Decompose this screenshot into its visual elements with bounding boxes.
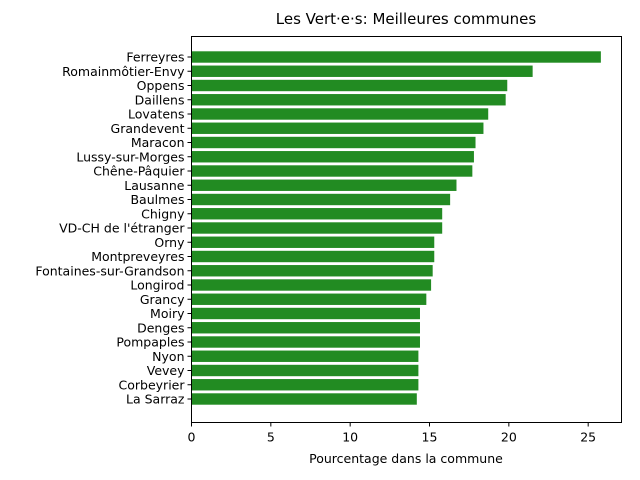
- bar: [191, 336, 420, 348]
- bar: [191, 322, 420, 334]
- bar: [191, 122, 484, 134]
- y-tick-label: Longirod: [130, 278, 184, 293]
- y-tick-label: Chêne-Pâquier: [93, 164, 185, 179]
- bar: [191, 108, 489, 120]
- x-axis-label: Pourcentage dans la commune: [309, 451, 503, 466]
- y-tick-label: Daillens: [135, 92, 185, 107]
- y-tick-label: Denges: [137, 320, 184, 335]
- y-tick-label: Romainmôtier-Envy: [62, 64, 185, 79]
- bar: [191, 222, 443, 234]
- bars-group: [191, 51, 601, 405]
- bar: [191, 236, 435, 248]
- y-tick-label: Pompaples: [116, 335, 184, 350]
- bar: [191, 393, 417, 405]
- bar: [191, 250, 435, 263]
- x-tick-label: 0: [188, 430, 196, 445]
- bar: [191, 279, 432, 291]
- bar: [191, 307, 420, 320]
- y-tick-label: Montpreveyres: [91, 249, 184, 264]
- bar: [191, 293, 427, 305]
- y-tick-label: Chigny: [141, 206, 185, 221]
- bar: [191, 179, 457, 191]
- bar: [191, 151, 474, 163]
- y-tick-label: Moiry: [150, 306, 185, 321]
- y-axis-ticks: FerreyresRomainmôtier-EnvyOppensDaillens…: [35, 50, 192, 407]
- bar: [191, 94, 506, 106]
- x-tick-label: 25: [580, 430, 596, 445]
- y-tick-label: Oppens: [137, 78, 185, 93]
- y-tick-label: Nyon: [152, 349, 184, 364]
- x-tick-label: 20: [501, 430, 517, 445]
- y-tick-label: Baulmes: [130, 192, 184, 207]
- bar: [191, 193, 451, 206]
- y-tick-label: Ferreyres: [126, 50, 184, 65]
- y-tick-label: Lovatens: [128, 107, 184, 122]
- y-tick-label: Vevey: [147, 363, 185, 378]
- bar: [191, 165, 473, 177]
- y-tick-label: VD-CH de l'étranger: [59, 221, 185, 236]
- y-tick-label: La Sarraz: [126, 392, 185, 407]
- bar: [191, 51, 601, 63]
- x-axis-ticks: 0 5 10 15 20 25: [188, 422, 596, 445]
- x-tick-label: 15: [422, 430, 438, 445]
- bar: [191, 136, 476, 149]
- y-tick-label: Corbeyrier: [119, 377, 186, 392]
- bar: [191, 208, 443, 220]
- y-tick-label: Grancy: [140, 292, 185, 307]
- chart-title: Les Vert·e·s: Meilleures communes: [276, 10, 537, 28]
- plot-frame: [191, 36, 622, 423]
- y-tick-label: Grandevent: [111, 121, 185, 136]
- bar: [191, 350, 419, 362]
- bar: [191, 65, 533, 77]
- y-tick-label: Orny: [154, 235, 185, 250]
- x-tick-label: 5: [267, 430, 275, 445]
- x-tick-label: 10: [342, 430, 358, 445]
- y-tick-label: Lussy-sur-Morges: [76, 149, 184, 164]
- bar: [191, 364, 419, 377]
- bar: [191, 79, 508, 92]
- bar: [191, 265, 433, 277]
- y-tick-label: Fontaines-sur-Grandson: [35, 263, 184, 278]
- y-tick-label: Maracon: [131, 135, 185, 150]
- y-tick-label: Lausanne: [124, 178, 185, 193]
- bar: [191, 379, 419, 391]
